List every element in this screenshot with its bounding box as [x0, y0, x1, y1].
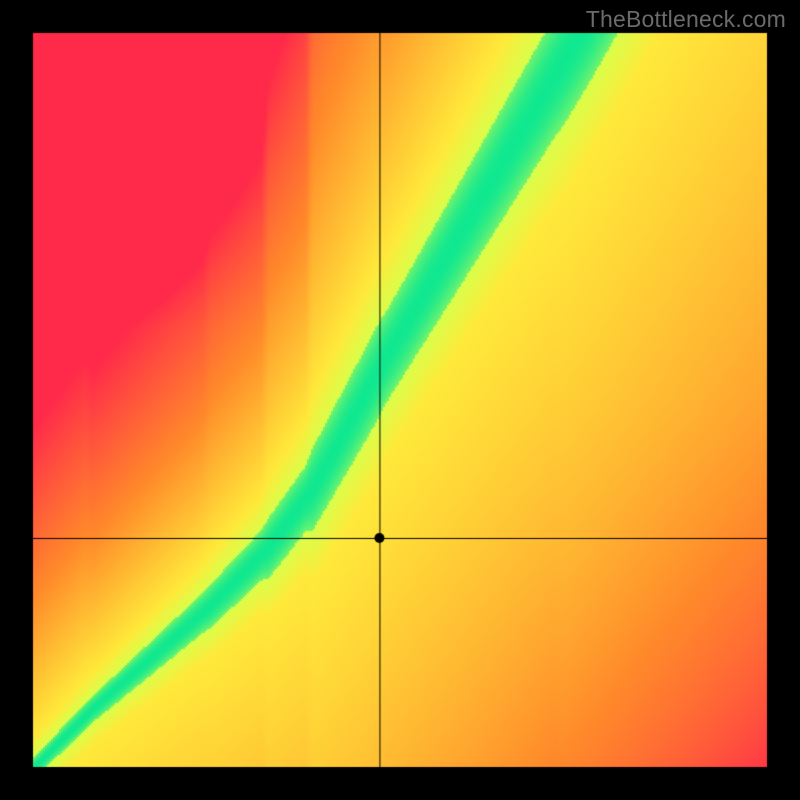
watermark-text: TheBottleneck.com [586, 6, 786, 33]
chart-container: TheBottleneck.com [0, 0, 800, 800]
heatmap-canvas [0, 0, 800, 800]
